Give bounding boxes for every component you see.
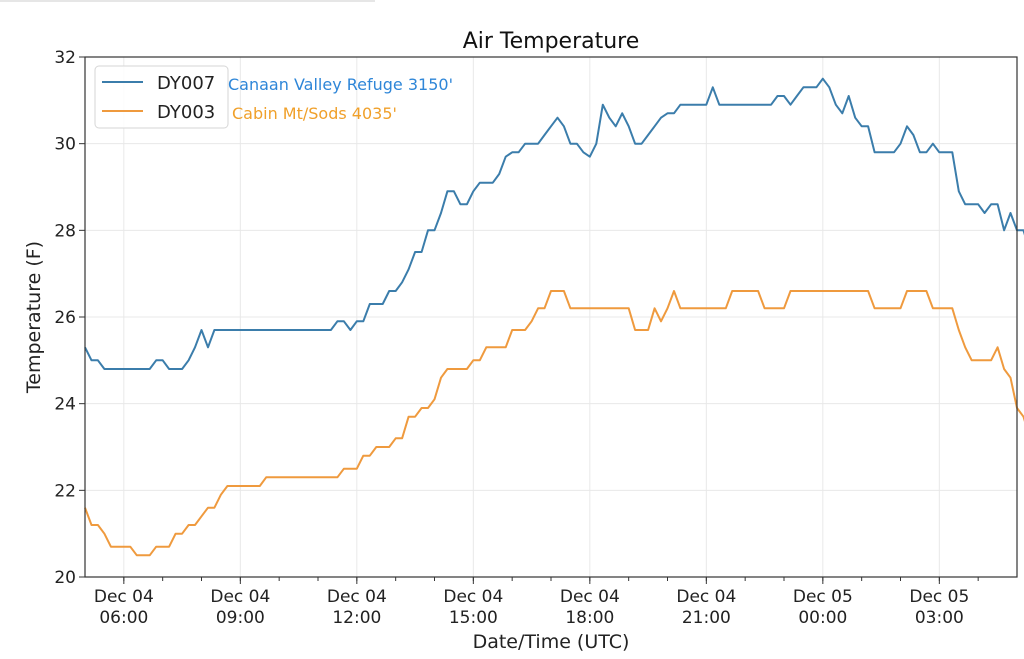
y-tick-label: 26	[54, 308, 76, 328]
x-tick-label-date: Dec 04	[560, 587, 620, 607]
x-tick-label-time: 00:00	[798, 608, 847, 628]
series-line-dy003	[84, 290, 1024, 557]
series-lines	[84, 77, 1024, 557]
legend-label-dy007: DY007	[157, 73, 215, 94]
x-axis-label: Date/Time (UTC)	[473, 631, 630, 653]
x-tick-label-time: 03:00	[915, 608, 964, 628]
x-tick-label-date: Dec 05	[909, 587, 969, 607]
x-tick-label-date: Dec 04	[327, 587, 387, 607]
x-tick-label-time: 21:00	[682, 608, 731, 628]
x-tick-label-time: 18:00	[565, 608, 614, 628]
y-tick-label: 20	[54, 568, 76, 588]
legend-station-dy003: Cabin Mt/Sods 4035'	[232, 104, 397, 123]
chart-title: Air Temperature	[463, 29, 640, 54]
x-tick-label-time: 15:00	[449, 608, 498, 628]
series-line-dy007	[84, 77, 1024, 370]
x-tick-label-date: Dec 05	[793, 587, 853, 607]
legend-station-dy007: Canaan Valley Refuge 3150'	[228, 75, 453, 94]
top-divider	[0, 0, 375, 2]
y-axis-label: Temperature (F)	[23, 241, 45, 394]
y-tick-label: 30	[54, 135, 76, 155]
y-tick-label: 22	[54, 481, 76, 501]
x-tick-label-date: Dec 04	[94, 587, 154, 607]
x-tick-label-date: Dec 04	[676, 587, 736, 607]
legend-label-dy003: DY003	[157, 102, 215, 123]
x-tick-label-time: 09:00	[216, 608, 265, 628]
x-tick-label-date: Dec 04	[443, 587, 503, 607]
y-tick-label: 24	[54, 395, 76, 415]
y-axis: 20 22 24 26 28 30 32	[54, 48, 85, 588]
grid	[85, 56, 1017, 578]
legend: DY007 Canaan Valley Refuge 3150' DY003 C…	[94, 65, 453, 129]
x-tick-label-date: Dec 04	[210, 587, 270, 607]
x-tick-label-time: 06:00	[99, 608, 148, 628]
x-tick-label-time: 12:00	[332, 608, 381, 628]
y-tick-label: 32	[54, 48, 76, 68]
y-tick-label: 28	[54, 221, 76, 241]
